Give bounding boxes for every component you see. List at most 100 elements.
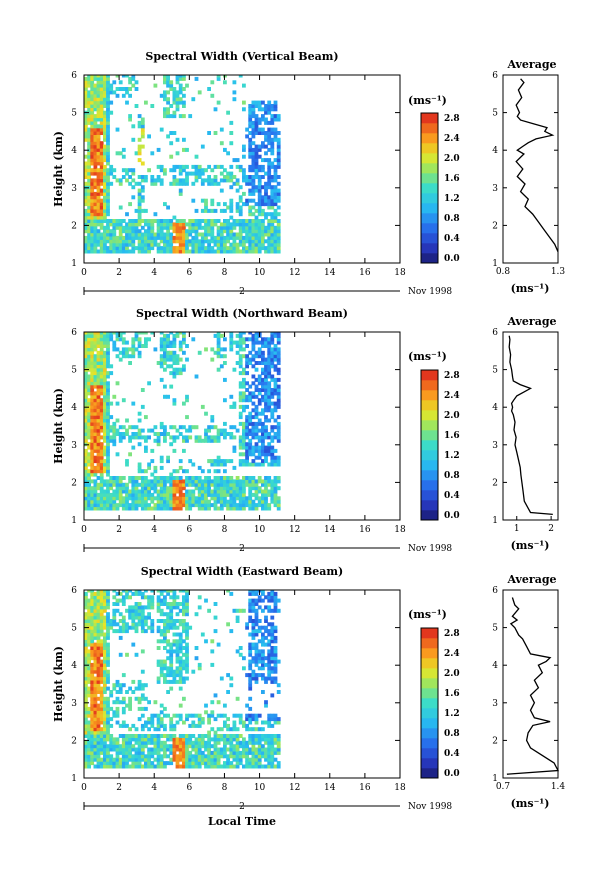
heatmap-cell [93,215,98,220]
heatmap-cell [226,717,230,722]
heatmap-cell [175,652,180,657]
heatmap-cell [125,418,129,423]
heatmap-cell [106,147,110,152]
heatmap-cell [229,235,234,240]
heatmap-cell [175,222,180,227]
heatmap-cell [182,720,186,725]
heatmap-cell [115,489,120,494]
heatmap-cell [188,503,193,508]
heatmap-cell [248,608,253,613]
heatmap-cell [194,76,199,81]
heatmap-cell [103,97,107,102]
heatmap-cell [121,435,126,440]
heatmap-cell [144,737,148,742]
heatmap-cell [182,168,186,173]
heatmap-cell [147,595,151,600]
heatmap-cell [106,492,110,497]
heatmap-cell [216,489,221,494]
heatmap-cell [257,350,262,355]
average-frame [502,74,559,264]
heatmap-cell [172,239,177,244]
heatmap-cell [251,219,256,223]
heatmap-cell [121,723,126,728]
heatmap-cell [238,761,243,766]
heatmap-cell [178,632,183,637]
heatmap-cell [169,673,174,678]
colorbar-swatch [421,738,438,749]
heatmap-cell [242,398,246,403]
heatmap-cell [125,750,129,755]
heatmap-cell [84,93,88,98]
heatmap-cell [150,232,155,237]
average-y-tick-label: 6 [492,71,498,81]
heatmap-cell [229,171,234,176]
heatmap-cell [264,377,268,382]
heatmap-cell [106,442,110,447]
heatmap-cell [191,723,196,728]
heatmap-cell [251,175,256,179]
average-y-tick-label: 3 [492,184,498,194]
heatmap-cell [238,398,243,403]
heatmap-cell [238,394,243,399]
heatmap-cell [90,696,95,701]
heatmap-cell [140,740,145,745]
heatmap-cell [96,435,101,440]
heatmap-cell [125,489,129,494]
heatmap-cell [191,761,196,766]
heatmap-cell [273,188,278,193]
heatmap-cell [137,496,142,501]
heatmap-cell [251,619,256,623]
heatmap-cell [87,75,91,78]
heatmap-cell [118,235,123,240]
heatmap-cell [121,740,126,745]
heatmap-cell [232,723,237,728]
heatmap-cell [200,208,205,213]
heatmap-cell [90,625,95,630]
x-tick-label: 10 [254,268,266,278]
heatmap-cell [238,168,243,173]
heatmap-cell [121,225,126,230]
heatmap-cell [254,246,259,251]
heatmap-cell [121,747,126,752]
heatmap-cell [106,496,110,501]
heatmap-cell [178,425,183,430]
heatmap-cell [96,764,101,769]
heatmap-cell [245,127,249,132]
heatmap-cell [264,720,268,725]
heatmap-cell [254,249,259,254]
heatmap-cell [140,591,145,596]
heatmap-cell [84,730,88,735]
heatmap-cell [267,482,272,487]
heatmap-cell [96,656,101,661]
colorbar: 2.82.42.01.61.20.80.40.0 [420,627,460,779]
heatmap-cell [238,506,243,511]
heatmap-cell [131,337,136,342]
heatmap-cell [125,246,129,251]
heatmap-cell [245,235,249,240]
heatmap-cell [267,764,272,769]
heatmap-cell [267,598,272,603]
heatmap-cell [257,131,262,135]
colorbar-swatch [421,133,438,144]
heatmap-cell [178,737,183,742]
heatmap-cell [166,242,170,247]
heatmap-cell [257,476,262,480]
heatmap-cell [118,432,123,436]
heatmap-cell [166,394,170,399]
heatmap-cell [264,496,268,501]
heatmap-cell [84,442,88,447]
heatmap-cell [235,178,240,183]
heatmap-cell [106,710,110,715]
heatmap-cell [87,734,91,738]
heatmap-cell [163,612,167,617]
heatmap-cell [93,428,98,433]
heatmap-cell [90,171,95,176]
heatmap-cell [254,161,259,166]
heatmap-cell [213,734,218,738]
heatmap-cell [90,700,95,705]
heatmap-cell [156,219,161,223]
heatmap-cell [200,757,205,762]
heatmap-cell [210,700,215,705]
heatmap-cell [242,482,246,487]
heatmap-cell [270,195,275,200]
